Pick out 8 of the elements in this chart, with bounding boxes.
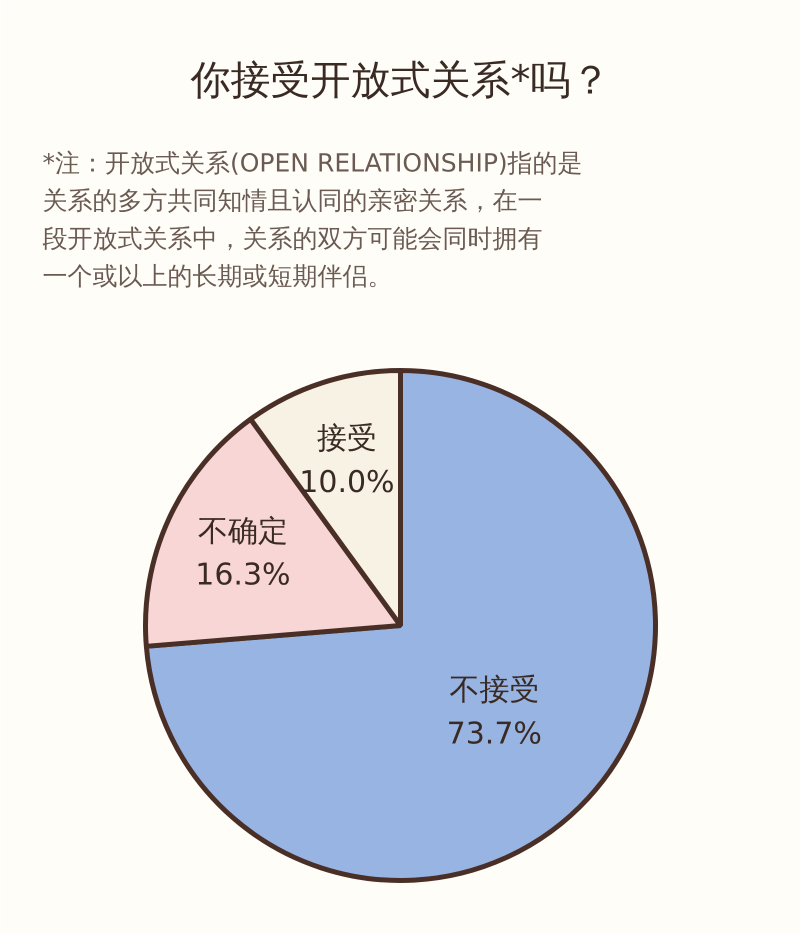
data-label: 16.3% bbox=[195, 558, 291, 593]
slice-label: 接受 bbox=[316, 421, 377, 456]
chart-subtitle: *注：开放式关系(OPEN RELATIONSHIP)指的是关系的多方共同知情且认同的亲密关系，在一段开放式关系中，关系的双方可能会同时拥有一个或以上的长期或短期伴侣。 bbox=[42, 148, 583, 291]
slice-label: 不接受 bbox=[449, 672, 540, 708]
data-label: 73.7% bbox=[446, 716, 542, 752]
chart-title: 你接受开放式关系*吗？ bbox=[190, 58, 610, 104]
slice-label: 不确定 bbox=[198, 514, 288, 549]
data-label: 10.0% bbox=[299, 464, 395, 500]
